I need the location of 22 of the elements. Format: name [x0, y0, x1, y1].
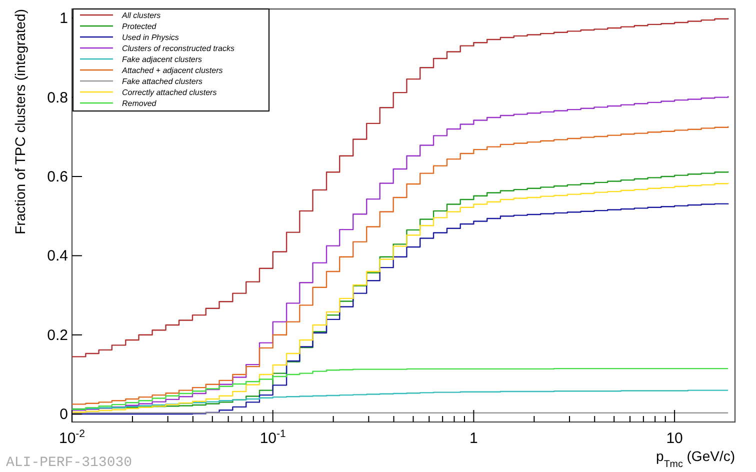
x-tick-label: 10$^{-2}$ — [58, 428, 86, 447]
y-tick-label: 0 — [60, 406, 68, 424]
legend-label: Fake attached clusters — [122, 77, 202, 86]
x-tick-label: 10$^{-1}$ — [260, 428, 286, 447]
legend-label: Protected — [122, 22, 157, 31]
legend-label: Clusters of reconstructed tracks — [122, 44, 234, 53]
y-tick-label: 0.4 — [47, 248, 68, 265]
legend-label: Correctly attached clusters — [122, 88, 217, 97]
x-axis-title: p$_{Tmc}$ (GeV/c) — [656, 448, 735, 470]
legend-label: Attached + adjacent clusters — [121, 66, 223, 75]
y-tick-label: 0.8 — [47, 89, 68, 106]
x-tick-label: 1 — [470, 430, 478, 447]
legend-label: Used in Physics — [122, 33, 179, 42]
legend-label: All clusters — [121, 11, 161, 20]
y-tick-label: 0.2 — [47, 326, 68, 344]
y-tick-label: 0.6 — [47, 168, 68, 186]
x-tick-label: 10 — [666, 430, 683, 447]
legend-label: Fake adjacent clusters — [122, 55, 202, 64]
y-tick-label: 1 — [60, 10, 68, 28]
text: ALI-PERF-313030 — [6, 455, 132, 471]
y-axis-title: Fraction of TPC clusters (integrated) — [12, 9, 28, 234]
legend-label: Removed — [122, 99, 157, 108]
